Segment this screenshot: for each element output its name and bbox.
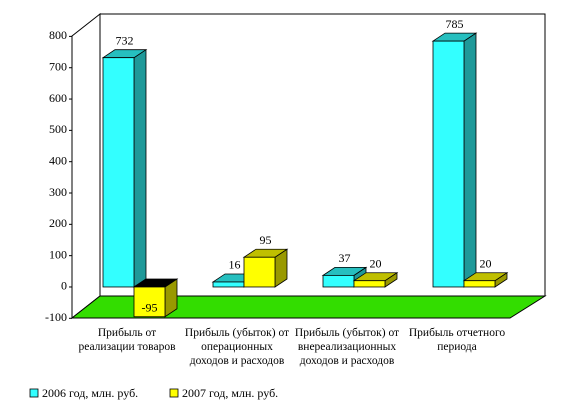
x-tick-label: Прибыль (убыток) от внереализационных до… (294, 327, 400, 367)
bar (463, 280, 496, 288)
bar (212, 281, 245, 288)
value-label: -95 (142, 300, 158, 314)
legend-swatch (29, 388, 39, 398)
x-tick-label: Прибыль от реализации товаров (78, 327, 176, 353)
value-label: 20 (370, 256, 382, 270)
y-tick-label: 0 (61, 279, 67, 293)
bar-side (133, 48, 147, 288)
y-tick-label: -100 (45, 310, 67, 324)
bar (322, 274, 355, 288)
value-label: 20 (480, 256, 492, 270)
bar (243, 256, 276, 288)
back-wall (99, 13, 546, 297)
y-tick-label: 300 (49, 185, 67, 199)
bar (432, 40, 465, 288)
x-tick-label: Прибыль отчетного периода (408, 327, 506, 353)
floor (70, 295, 547, 319)
legend-swatch (169, 388, 179, 398)
bar (353, 280, 386, 288)
value-label: 16 (229, 258, 241, 272)
bar-side (463, 32, 477, 288)
value-label: 785 (446, 17, 464, 31)
bar (133, 286, 166, 318)
x-tick-label: Прибыль (убыток) от операционных доходов… (184, 327, 290, 367)
y-tick-label: 800 (49, 28, 67, 42)
y-tick-label: 500 (49, 122, 67, 136)
legend-label: 2006 год, млн. руб. (42, 386, 138, 400)
y-tick-label: 200 (49, 216, 67, 230)
y-tick-label: 100 (49, 247, 67, 261)
y-tick-label: 700 (49, 59, 67, 73)
side-wall (71, 12, 101, 320)
bar (102, 57, 135, 288)
value-label: 37 (339, 251, 351, 265)
y-tick-label: 600 (49, 91, 67, 105)
legend-label: 2007 год, млн. руб. (182, 386, 278, 400)
value-label: 95 (260, 233, 272, 247)
y-tick-label: 400 (49, 153, 67, 167)
value-label: 732 (116, 33, 134, 47)
